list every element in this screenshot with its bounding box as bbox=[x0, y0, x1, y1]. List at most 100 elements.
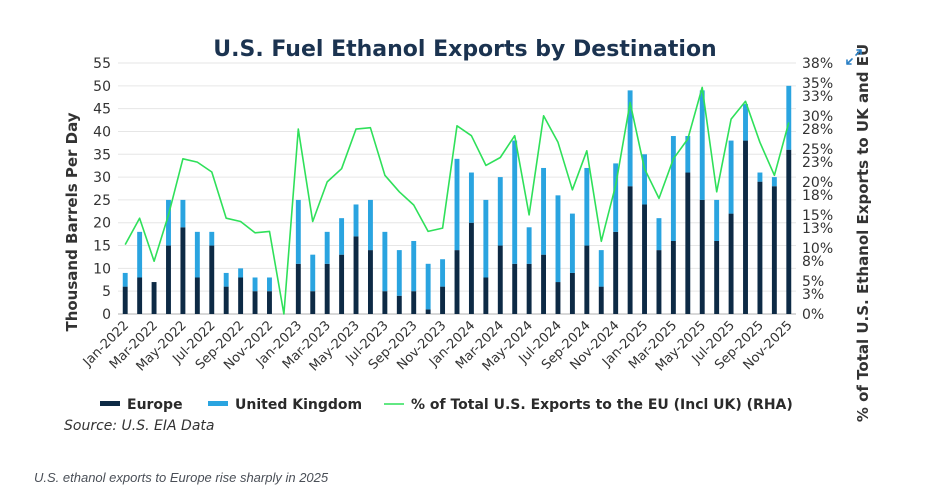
bar-united-kingdom bbox=[382, 231, 388, 292]
y2-tick-label: 0% bbox=[802, 307, 824, 323]
y-axis-left: 0 5 10 15 20 25 30 35 40 45 50 55 bbox=[93, 56, 111, 323]
legend-label: United Kingdom bbox=[235, 397, 362, 413]
bar-europe bbox=[714, 240, 720, 314]
bar-europe bbox=[526, 263, 532, 314]
bar-europe bbox=[541, 254, 547, 314]
y2-tick-label: 15% bbox=[802, 208, 833, 224]
bar-united-kingdom bbox=[584, 167, 590, 246]
bar-europe bbox=[396, 295, 402, 314]
bar-europe bbox=[743, 140, 748, 314]
bar-europe bbox=[685, 172, 691, 314]
bar-europe bbox=[238, 277, 244, 314]
bar-united-kingdom bbox=[137, 231, 143, 278]
bar-europe bbox=[367, 250, 373, 314]
legend-swatch bbox=[208, 401, 228, 406]
y2-axis-label: % of Total U.S. Ethanol Exports to UK an… bbox=[854, 44, 872, 422]
line-series-group bbox=[124, 86, 790, 315]
y-tick-label: 10 bbox=[93, 261, 111, 277]
y-tick-label: 5 bbox=[102, 284, 111, 300]
expand-icon[interactable] bbox=[845, 48, 863, 66]
bar-united-kingdom bbox=[122, 272, 128, 287]
bar-united-kingdom bbox=[411, 240, 417, 292]
y-axis-label: Thousand Barrels Per Day bbox=[63, 112, 81, 331]
y-tick-label: 35 bbox=[93, 147, 111, 163]
bar-europe bbox=[166, 245, 171, 314]
bar-europe bbox=[613, 231, 619, 314]
y-tick-label: 50 bbox=[93, 79, 111, 95]
bar-united-kingdom bbox=[324, 231, 330, 264]
y2-tick-label: 20% bbox=[802, 175, 833, 191]
bar-united-kingdom bbox=[598, 250, 604, 287]
bar-united-kingdom bbox=[367, 199, 373, 251]
bar-united-kingdom bbox=[209, 231, 215, 246]
legend-swatch bbox=[100, 401, 120, 406]
bar-europe bbox=[267, 291, 272, 314]
y2-tick-label: 30% bbox=[802, 109, 833, 125]
bar-united-kingdom bbox=[786, 85, 792, 150]
bar-united-kingdom bbox=[339, 218, 345, 255]
bar-europe bbox=[310, 291, 316, 314]
bar-united-kingdom bbox=[267, 277, 272, 292]
y2-tick-label: 23% bbox=[802, 155, 833, 171]
bar-europe bbox=[353, 236, 359, 314]
bar-united-kingdom bbox=[483, 199, 489, 278]
bar-united-kingdom bbox=[526, 227, 532, 264]
bar-europe bbox=[771, 186, 777, 314]
bar-united-kingdom bbox=[512, 140, 518, 264]
bar-europe bbox=[382, 291, 388, 314]
bar-united-kingdom bbox=[440, 259, 446, 287]
bar-europe bbox=[180, 227, 186, 314]
bar-europe bbox=[209, 245, 215, 314]
bar-europe bbox=[194, 277, 200, 314]
bar-europe bbox=[627, 186, 633, 314]
bar-europe bbox=[584, 245, 590, 314]
bar-united-kingdom bbox=[223, 272, 229, 287]
bar-europe bbox=[497, 245, 503, 314]
y-tick-label: 0 bbox=[102, 307, 111, 323]
bar-united-kingdom bbox=[613, 163, 619, 232]
y-tick-label: 55 bbox=[93, 56, 111, 72]
bar-united-kingdom bbox=[295, 199, 301, 264]
bar-europe bbox=[786, 149, 792, 314]
legend: Europe United Kingdom % of Total U.S. Expo… bbox=[100, 397, 793, 413]
bar-united-kingdom bbox=[454, 158, 460, 251]
bar-europe bbox=[656, 250, 662, 314]
y2-tick-label: 3% bbox=[802, 287, 824, 303]
bar-united-kingdom bbox=[166, 199, 171, 246]
bar-europe bbox=[598, 286, 604, 314]
bar-europe bbox=[295, 263, 301, 314]
bar-united-kingdom bbox=[468, 172, 474, 223]
y2-tick-label: 38% bbox=[802, 56, 833, 72]
bar-europe bbox=[411, 291, 417, 314]
bar-united-kingdom bbox=[555, 195, 561, 283]
bar-united-kingdom bbox=[743, 104, 748, 141]
y-tick-label: 45 bbox=[93, 102, 111, 118]
bar-europe bbox=[122, 286, 128, 314]
bar-united-kingdom bbox=[180, 199, 186, 228]
bar-united-kingdom bbox=[699, 90, 705, 200]
bar-united-kingdom bbox=[714, 199, 720, 241]
bar-united-kingdom bbox=[670, 136, 676, 241]
bar-united-kingdom bbox=[310, 254, 316, 292]
bar-united-kingdom bbox=[425, 263, 431, 310]
bar-europe bbox=[137, 277, 143, 314]
y2-tick-label: 33% bbox=[802, 89, 833, 105]
bar-europe bbox=[757, 181, 763, 314]
bar-europe bbox=[324, 263, 330, 314]
bar-europe bbox=[728, 213, 734, 314]
bar-europe bbox=[425, 309, 431, 314]
bar-series-group bbox=[122, 85, 792, 314]
x-axis: Jan-2022Mar-2022May-2022Jul-2022Sep-2022… bbox=[80, 318, 796, 374]
y-axis-right: 0% 3%5% 8%10% 13%15% 18%20% 23%25% 28%30% 33%35… bbox=[802, 56, 833, 323]
bar-united-kingdom bbox=[541, 167, 547, 255]
bar-europe bbox=[512, 263, 518, 314]
legend-label: % of Total U.S. Exports to the EU (Incl … bbox=[411, 397, 793, 413]
y2-tick-label: 10% bbox=[802, 241, 833, 257]
chart-title: U.S. Fuel Ethanol Exports by Destination bbox=[213, 37, 716, 62]
bar-united-kingdom bbox=[728, 140, 734, 214]
bar-europe bbox=[642, 204, 647, 314]
bar-united-kingdom bbox=[642, 154, 647, 205]
line-pct-eu-exports bbox=[124, 86, 790, 315]
bar-europe bbox=[468, 222, 474, 314]
bar-europe bbox=[483, 277, 489, 314]
